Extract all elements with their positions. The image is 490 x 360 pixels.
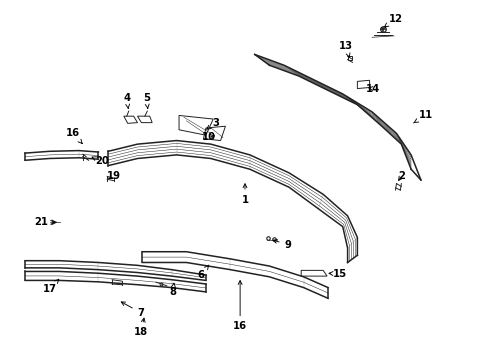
Text: 3: 3: [207, 118, 219, 129]
Text: 16: 16: [66, 129, 82, 144]
Text: 7: 7: [122, 302, 145, 318]
Text: 18: 18: [134, 318, 148, 337]
Text: 11: 11: [414, 111, 433, 123]
Text: 1: 1: [242, 184, 248, 205]
Text: 17: 17: [43, 279, 59, 294]
Text: 10: 10: [201, 132, 215, 142]
Text: 19: 19: [107, 171, 121, 181]
Text: 21: 21: [34, 217, 54, 227]
Text: 16: 16: [233, 280, 247, 331]
Text: 9: 9: [273, 239, 292, 249]
Text: 15: 15: [329, 269, 347, 279]
Text: 5: 5: [143, 93, 150, 108]
Text: 2: 2: [398, 171, 405, 181]
Text: 6: 6: [197, 265, 209, 280]
Text: 8: 8: [169, 283, 176, 297]
Text: 13: 13: [339, 41, 353, 57]
Text: 4: 4: [123, 93, 130, 108]
Text: 20: 20: [92, 156, 109, 166]
Text: 14: 14: [366, 84, 380, 94]
Text: 12: 12: [385, 14, 402, 27]
